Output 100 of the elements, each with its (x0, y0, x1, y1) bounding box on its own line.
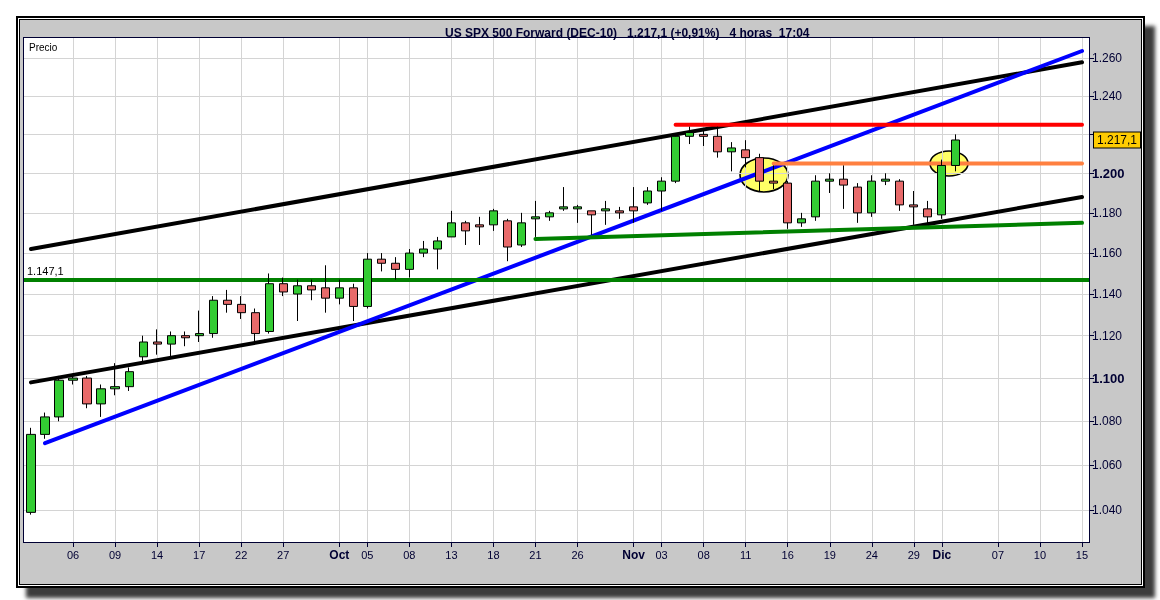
y-tick-label: 1.120 (1092, 328, 1123, 343)
candlestick (811, 174, 820, 222)
x-tick-label: 18 (487, 548, 500, 561)
candlestick (601, 200, 610, 226)
chart-title: US SPX 500 Forward (DEC-10) 1.217,1 (+0,91%) 4 horas 17:04 (445, 26, 810, 40)
text: 1.217,1 (1097, 132, 1138, 147)
y-tick-label: 1.100 (1092, 370, 1125, 386)
x-tick-label: 13 (445, 548, 458, 561)
candlestick (825, 172, 834, 194)
x-tick-label: 05 (361, 548, 374, 561)
x-tick-label: 10 (1033, 548, 1047, 561)
x-tick-label: 17 (193, 548, 206, 561)
candlestick (615, 206, 624, 220)
x-tick-label: Oct (329, 548, 350, 562)
candlestick (923, 200, 932, 226)
y-tick-label: 1.140 (1092, 287, 1123, 302)
x-tick-label: 27 (277, 548, 290, 561)
candlestick (587, 210, 596, 236)
candlestick (293, 279, 302, 322)
x-tick-label: 15 (1075, 548, 1089, 561)
candlestick (699, 130, 708, 147)
x-tick-label: Dic (932, 548, 952, 562)
x-tick-label: 24 (865, 548, 878, 561)
x-tick-label: 09 (108, 548, 122, 561)
candlestick (195, 310, 204, 343)
x-tick-label: 14 (151, 548, 164, 561)
candlestick (531, 200, 540, 238)
x-tick-label: 06 (66, 548, 80, 561)
candlestick (517, 212, 526, 248)
candlestick (223, 289, 232, 314)
candlestick (573, 204, 582, 224)
candlestick (167, 330, 176, 358)
candlestick (96, 384, 106, 418)
x-tick-label: 08 (403, 548, 416, 561)
candlestick (251, 308, 260, 345)
y-tick-label: 1.180 (1092, 205, 1123, 220)
y-tick-label: 1.040 (1092, 503, 1123, 518)
candlestick (279, 277, 288, 297)
x-tick-label: 19 (823, 548, 836, 561)
candlestick (377, 252, 386, 272)
y-tick-label: 1.240 (1092, 89, 1123, 104)
x-tick-label: 22 (235, 548, 248, 561)
y-tick-label: 1.080 (1092, 414, 1123, 429)
x-tick-label: 16 (781, 548, 794, 561)
candlestick (419, 240, 428, 258)
candlestick (475, 216, 484, 246)
candlestick (26, 427, 36, 516)
candlestick (349, 283, 358, 322)
y-tick-label: 1.160 (1092, 246, 1123, 261)
x-tick-label: 26 (571, 548, 584, 561)
candlestick (363, 252, 372, 310)
candlestick (895, 178, 904, 212)
candlestick (755, 153, 764, 192)
candlestick (769, 164, 778, 190)
candlestick (209, 295, 218, 339)
candlestick (335, 279, 344, 305)
candlestick (307, 279, 316, 301)
candlestick (713, 126, 722, 159)
candlestick (657, 176, 666, 212)
candlestick (881, 172, 890, 186)
candlestick (783, 180, 792, 230)
candlestick (629, 186, 638, 224)
candlestick (559, 186, 568, 212)
candlestick (643, 186, 652, 206)
y-tick-label: 1.200 (1092, 165, 1125, 181)
candlestick (40, 412, 50, 440)
candlestick (545, 210, 554, 222)
candlestick (405, 248, 414, 279)
candlestick (447, 210, 456, 238)
candlestick (153, 328, 162, 356)
candlestick (727, 141, 736, 172)
candlestick (867, 174, 876, 218)
candlestick (839, 164, 848, 210)
candlestick (265, 272, 274, 335)
candlestick (433, 236, 442, 270)
candlestick (503, 218, 512, 262)
x-tick-label: 08 (697, 548, 710, 561)
y-tick-label: 1.260 (1092, 51, 1123, 66)
candlestick (853, 182, 862, 224)
x-tick-label: 21 (529, 548, 542, 561)
x-tick-label: 03 (655, 548, 668, 561)
candlestick (391, 256, 400, 281)
x-tick-label: 11 (739, 548, 752, 561)
y-axis-title: Precio (29, 41, 58, 53)
candlestick (181, 330, 190, 347)
ref-line-label: 1.147,1 (27, 264, 64, 277)
candlestick (461, 220, 470, 246)
x-tick-label: Nov (622, 548, 646, 562)
x-tick-label: 07 (991, 548, 1005, 561)
candlestick (797, 212, 806, 228)
y-tick-label: 1.060 (1092, 458, 1123, 473)
candlestick (685, 126, 694, 145)
candlestick (951, 133, 960, 172)
x-tick-label: 29 (907, 548, 920, 561)
candlestick (321, 264, 330, 314)
candlestick (489, 208, 498, 232)
candlestick (671, 133, 680, 184)
candlestick (741, 139, 750, 168)
candlestick (139, 335, 148, 362)
candlestick (237, 295, 246, 320)
